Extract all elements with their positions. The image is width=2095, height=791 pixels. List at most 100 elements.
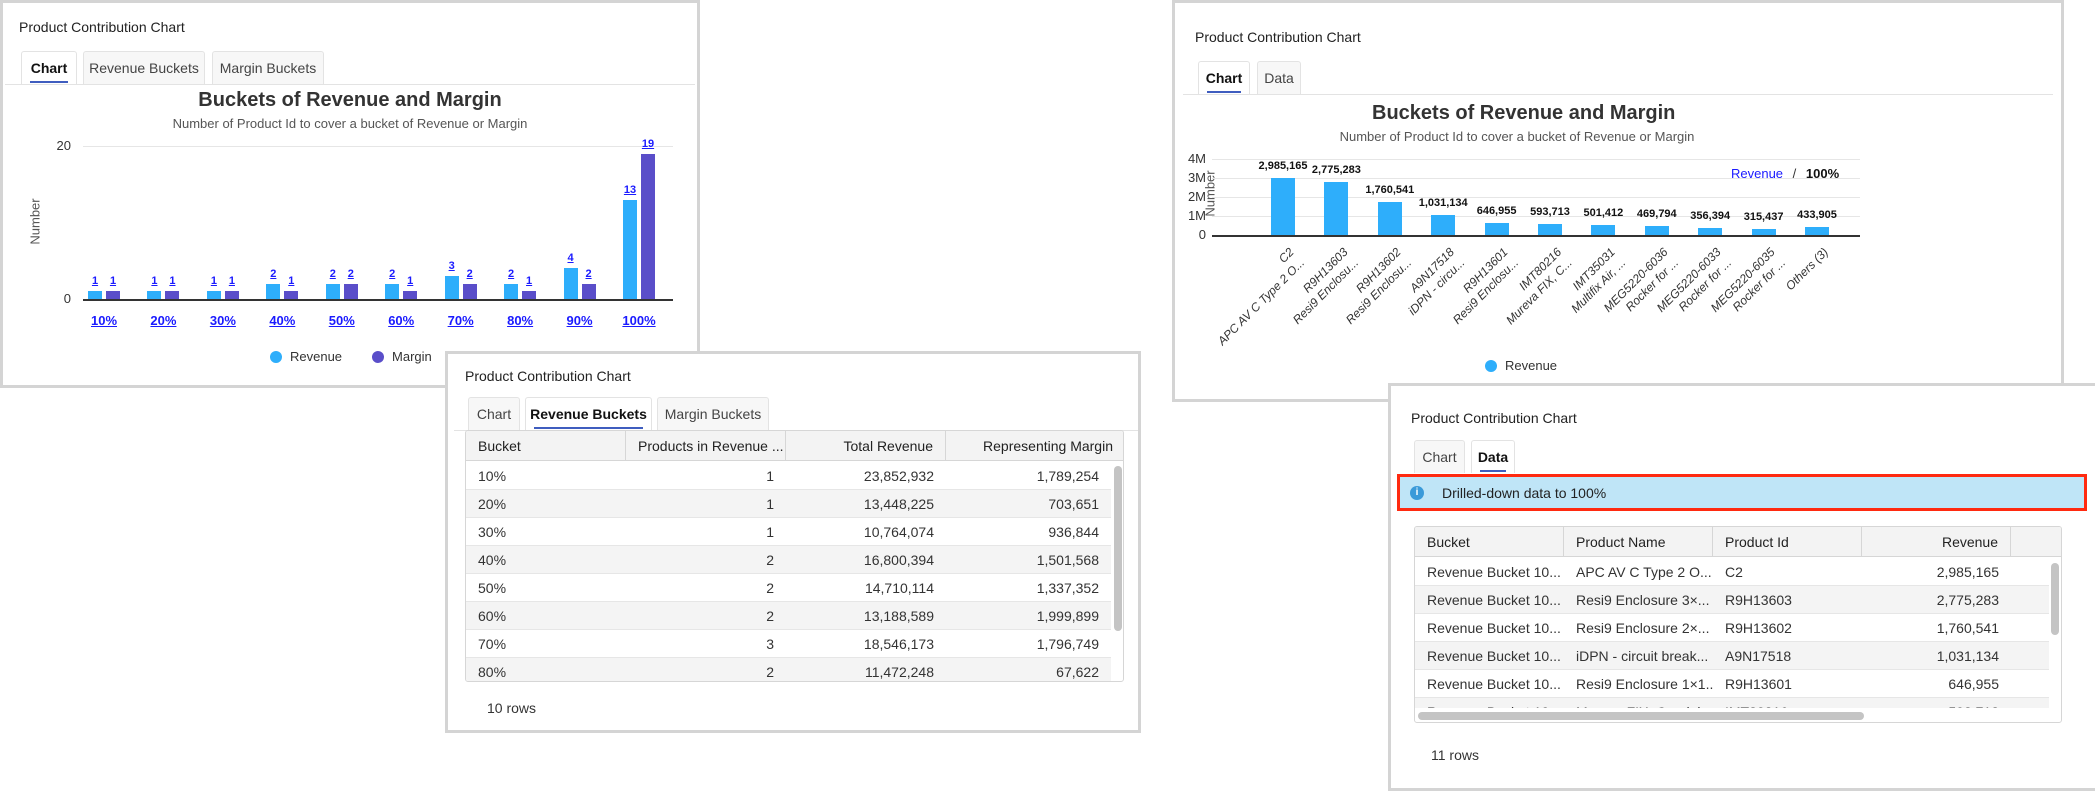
table-row[interactable]: Revenue Bucket 10...Mureva FIX, Condui..… bbox=[1415, 698, 2049, 708]
tab-revenue-buckets[interactable]: Revenue Buckets bbox=[525, 397, 652, 430]
x-category-label[interactable]: 20% bbox=[150, 313, 177, 328]
bar-revenue[interactable] bbox=[1538, 223, 1562, 235]
table-row[interactable]: 40% 2 16,800,394 1,501,568 bbox=[466, 546, 1111, 574]
bar-revenue[interactable] bbox=[1271, 178, 1295, 235]
bar-margin[interactable] bbox=[284, 291, 299, 299]
tab-revenue-buckets[interactable]: Revenue Buckets bbox=[83, 51, 205, 84]
data-label[interactable]: 1 bbox=[407, 275, 414, 288]
table-row[interactable]: 60% 2 13,188,589 1,999,899 bbox=[466, 602, 1111, 630]
bar-revenue[interactable] bbox=[325, 283, 340, 299]
tab-margin-buckets[interactable]: Margin Buckets bbox=[212, 51, 324, 84]
data-label[interactable]: 13 bbox=[623, 183, 637, 196]
data-label[interactable]: 1 bbox=[169, 275, 176, 288]
tab-margin-buckets[interactable]: Margin Buckets bbox=[657, 397, 769, 430]
x-category-label[interactable]: 50% bbox=[328, 313, 355, 328]
x-category-label[interactable]: 90% bbox=[566, 313, 593, 328]
bar-revenue[interactable] bbox=[385, 283, 400, 299]
bar-margin[interactable] bbox=[343, 283, 358, 299]
data-label[interactable]: 1 bbox=[288, 275, 295, 288]
data-label[interactable]: 1 bbox=[109, 275, 117, 288]
data-label[interactable]: 1 bbox=[91, 275, 99, 288]
tab-chart[interactable]: Chart bbox=[468, 397, 520, 430]
bar-revenue[interactable] bbox=[1324, 182, 1349, 235]
bar-revenue[interactable] bbox=[1431, 215, 1456, 235]
table-row[interactable]: Revenue Bucket 10... APC AV C Type 2 O...… bbox=[1415, 558, 2049, 586]
data-label[interactable]: 1 bbox=[151, 275, 158, 288]
bar-revenue[interactable] bbox=[1698, 228, 1723, 235]
data-label[interactable]: 2 bbox=[389, 267, 396, 280]
data-label[interactable]: 1 bbox=[210, 275, 217, 288]
data-label[interactable]: 2 bbox=[508, 267, 515, 280]
data-label[interactable]: 1 bbox=[526, 275, 533, 288]
tab-chart[interactable]: Chart bbox=[1414, 440, 1465, 473]
bar-revenue[interactable] bbox=[1377, 201, 1402, 235]
x-category-label[interactable]: 80% bbox=[507, 313, 534, 328]
bar-revenue[interactable] bbox=[1484, 222, 1509, 235]
bar-revenue[interactable] bbox=[444, 276, 459, 299]
x-category-label[interactable]: 30% bbox=[209, 313, 236, 328]
column-header-product-id[interactable]: Product Id bbox=[1713, 527, 1862, 556]
bar-margin[interactable] bbox=[165, 291, 180, 299]
table-row[interactable]: 20% 1 13,448,225 703,651 bbox=[466, 490, 1111, 518]
data-label[interactable]: 2 bbox=[270, 267, 277, 280]
table-row[interactable]: 70% 3 18,546,173 1,796,749 bbox=[466, 630, 1111, 658]
data-label[interactable]: 2 bbox=[466, 267, 473, 280]
data-label[interactable]: 4 bbox=[567, 252, 574, 265]
table-row[interactable]: Revenue Bucket 10... Resi9 Enclosure 1×1.… bbox=[1415, 670, 2049, 698]
column-header-bucket[interactable]: Bucket bbox=[1415, 527, 1564, 556]
bar-margin[interactable] bbox=[462, 283, 477, 299]
data-label[interactable]: 2 bbox=[329, 267, 336, 280]
data-label[interactable]: 1 bbox=[228, 275, 235, 288]
bar-revenue[interactable] bbox=[1644, 226, 1669, 235]
data-label[interactable]: 2 bbox=[585, 267, 592, 280]
x-category-label[interactable]: 100% bbox=[622, 313, 656, 328]
column-header-representing-margin[interactable]: Representing Margin bbox=[983, 437, 1113, 454]
column-header-revenue[interactable]: Revenue bbox=[1862, 527, 2011, 556]
table-body: Revenue Bucket 10... APC AV C Type 2 O...… bbox=[1415, 558, 2049, 708]
bar-revenue[interactable] bbox=[147, 291, 162, 299]
bar-margin[interactable] bbox=[522, 291, 537, 299]
bar-revenue[interactable] bbox=[88, 291, 102, 299]
data-label[interactable]: 19 bbox=[641, 137, 655, 150]
column-header-product-name[interactable]: Product Name bbox=[1564, 527, 1713, 556]
column-header-bucket[interactable]: Bucket bbox=[466, 431, 626, 460]
x-category-label[interactable]: 60% bbox=[388, 313, 415, 328]
bar-revenue[interactable] bbox=[504, 283, 519, 299]
bar-revenue[interactable] bbox=[1805, 226, 1829, 235]
data-label[interactable]: 3 bbox=[448, 260, 455, 273]
tab-chart[interactable]: Chart bbox=[21, 51, 77, 84]
column-header-total-revenue[interactable]: Total Revenue bbox=[786, 431, 946, 460]
column-header-products[interactable]: Products in Revenue ... bbox=[626, 431, 786, 460]
x-category-label[interactable]: 40% bbox=[269, 313, 296, 328]
table-row[interactable]: 30% 1 10,764,074 936,844 bbox=[466, 518, 1111, 546]
table-row[interactable]: Revenue Bucket 10... Resi9 Enclosure 2×..… bbox=[1415, 614, 2049, 642]
bar-margin[interactable] bbox=[106, 291, 120, 299]
breadcrumb-revenue-link[interactable]: Revenue bbox=[1731, 166, 1784, 181]
table-row[interactable]: 80% 2 11,472,248 67,622 bbox=[466, 658, 1111, 681]
bar-revenue[interactable] bbox=[1751, 229, 1776, 235]
table-row[interactable]: Revenue Bucket 10... Resi9 Enclosure 3×..… bbox=[1415, 586, 2049, 614]
data-label[interactable]: 2 bbox=[347, 267, 354, 280]
bar-revenue[interactable] bbox=[206, 291, 221, 299]
table-row[interactable]: 10% 1 23,852,932 1,789,254 bbox=[466, 462, 1111, 490]
bar-margin[interactable] bbox=[403, 291, 418, 299]
bar-revenue[interactable] bbox=[266, 283, 281, 299]
bar-revenue[interactable] bbox=[563, 268, 578, 299]
table-row[interactable]: 50% 2 14,710,114 1,337,352 bbox=[466, 574, 1111, 602]
table-row[interactable]: Revenue Bucket 10... iDPN - circuit break… bbox=[1415, 642, 2049, 670]
bar-revenue[interactable] bbox=[1591, 225, 1616, 235]
bar-revenue[interactable] bbox=[623, 199, 637, 299]
vertical-scrollbar[interactable] bbox=[1114, 466, 1122, 631]
vertical-scrollbar[interactable] bbox=[2051, 563, 2059, 635]
horizontal-scrollbar[interactable] bbox=[1418, 712, 1864, 720]
tab-data[interactable]: Data bbox=[1257, 61, 1301, 94]
x-category-label[interactable]: 70% bbox=[447, 313, 474, 328]
bar-margin[interactable] bbox=[224, 291, 239, 299]
bar-margin[interactable] bbox=[581, 283, 596, 299]
tab-data[interactable]: Data bbox=[1471, 440, 1515, 473]
x-category-label[interactable]: 10% bbox=[90, 313, 118, 328]
bar-margin[interactable] bbox=[641, 153, 655, 299]
table-cell: 936,844 bbox=[1048, 523, 1099, 540]
tab-chart[interactable]: Chart bbox=[1198, 61, 1250, 94]
x-category-label[interactable]: Others (3) bbox=[1783, 245, 1832, 294]
